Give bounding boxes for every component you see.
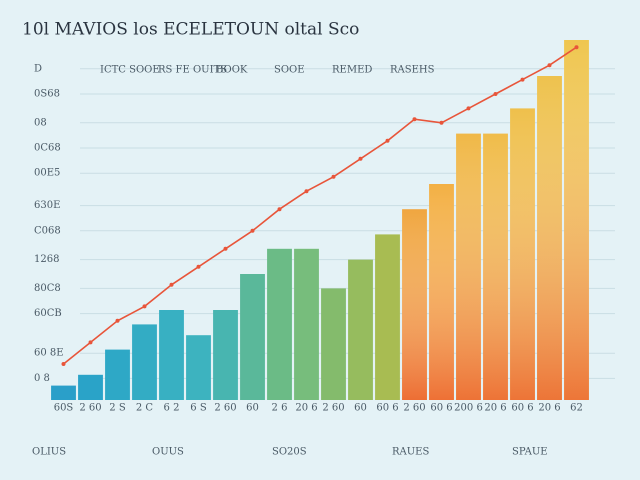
bar [78,374,103,400]
footer-label: SO20S [272,447,307,458]
bar [267,248,292,400]
x-tick-label: 60 6 [430,403,452,414]
bar [240,274,265,400]
trend-point [439,120,444,125]
header-label: SOOE [274,65,305,76]
trend-point [520,77,525,82]
y-tick-label: 00E5 [34,168,60,179]
trend-point [466,106,471,111]
trend-point [142,304,147,309]
y-tick-label: 80C8 [34,283,61,294]
x-tick-label: 2 60 [322,403,344,414]
x-tick-label: 6 2 [164,403,180,414]
trend-point [493,92,498,96]
x-tick-label: 200 6 [454,403,483,414]
x-tick-label: 60 6 [511,403,533,414]
trend-point [277,207,282,212]
trend-point [250,228,255,233]
y-tick-label: 1268 [34,254,59,265]
trend-point [547,63,552,68]
bar [159,310,184,400]
footer-label: SPAUE [512,447,548,458]
x-tick-label: 60 [246,403,259,414]
trend-point [196,264,201,269]
bar-shade [510,108,535,401]
y-tick-label: 0S68 [34,89,60,100]
bar-shade [456,133,481,400]
chart-title: 10l MAVIOS los ECELETOUN oltal Sco [22,20,359,40]
bar [105,349,130,400]
y-tick-label: C068 [34,225,61,236]
y-tick-label: 08 [34,117,47,128]
bar-shade [429,184,454,400]
header-label: RASEHS [390,65,435,76]
trend-point [412,117,417,122]
header-label: RS FE OUITS [158,65,227,76]
y-tick-label: 0C68 [34,143,61,154]
trend-point [304,189,309,194]
trend-point [115,318,120,323]
y-tick-label: 0 8 [34,373,50,384]
bar [348,259,373,400]
footer-label: RAUES [392,447,429,458]
bar [294,248,319,400]
x-tick-label: 2 6 [272,403,288,414]
bar [375,234,400,400]
footer-label: OUUS [152,447,184,458]
x-tick-label: 6 S [190,403,207,414]
header-label: ICTC SOOE [100,65,160,76]
bar [321,288,346,400]
footer-label: OLIUS [32,447,66,458]
bar-shade [537,76,562,400]
trend-point [574,45,579,50]
bar [132,324,157,400]
bar-shade [483,133,508,400]
y-tick-label: D [34,63,42,74]
trend-point [61,362,66,366]
trend-point [223,246,228,251]
x-tick-label: 2 60 [214,403,236,414]
y-tick-label: 60CB [34,308,62,319]
x-tick-label: 20 6 [484,403,506,414]
trend-line [63,46,577,365]
x-tick-label: 20 6 [538,403,560,414]
bar-shade [402,209,427,400]
bar [186,335,211,400]
trend-point [169,282,174,287]
header-label: REMED [332,65,372,76]
y-tick-label: 60 8E [34,348,64,359]
x-tick-label: 2 60 [79,403,101,414]
bar-shade [564,40,589,400]
x-tick-label: 2 S [109,403,126,414]
trend-point [331,174,336,179]
trend-point [88,340,93,345]
x-tick-label: 2 C [136,403,154,414]
x-tick-label: 62 [570,403,583,414]
trend-point [385,138,390,143]
bar [51,385,76,400]
x-tick-label: 60 [354,403,367,414]
x-tick-label: 20 6 [295,403,317,414]
x-tick-label: 2 60 [403,403,425,414]
y-tick-label: 630E [34,200,60,211]
x-tick-label: 60 6 [376,403,398,414]
header-label: BOOK [216,65,248,76]
x-tick-label: 60S [54,403,74,414]
bar [213,310,238,400]
trend-point [358,156,363,161]
